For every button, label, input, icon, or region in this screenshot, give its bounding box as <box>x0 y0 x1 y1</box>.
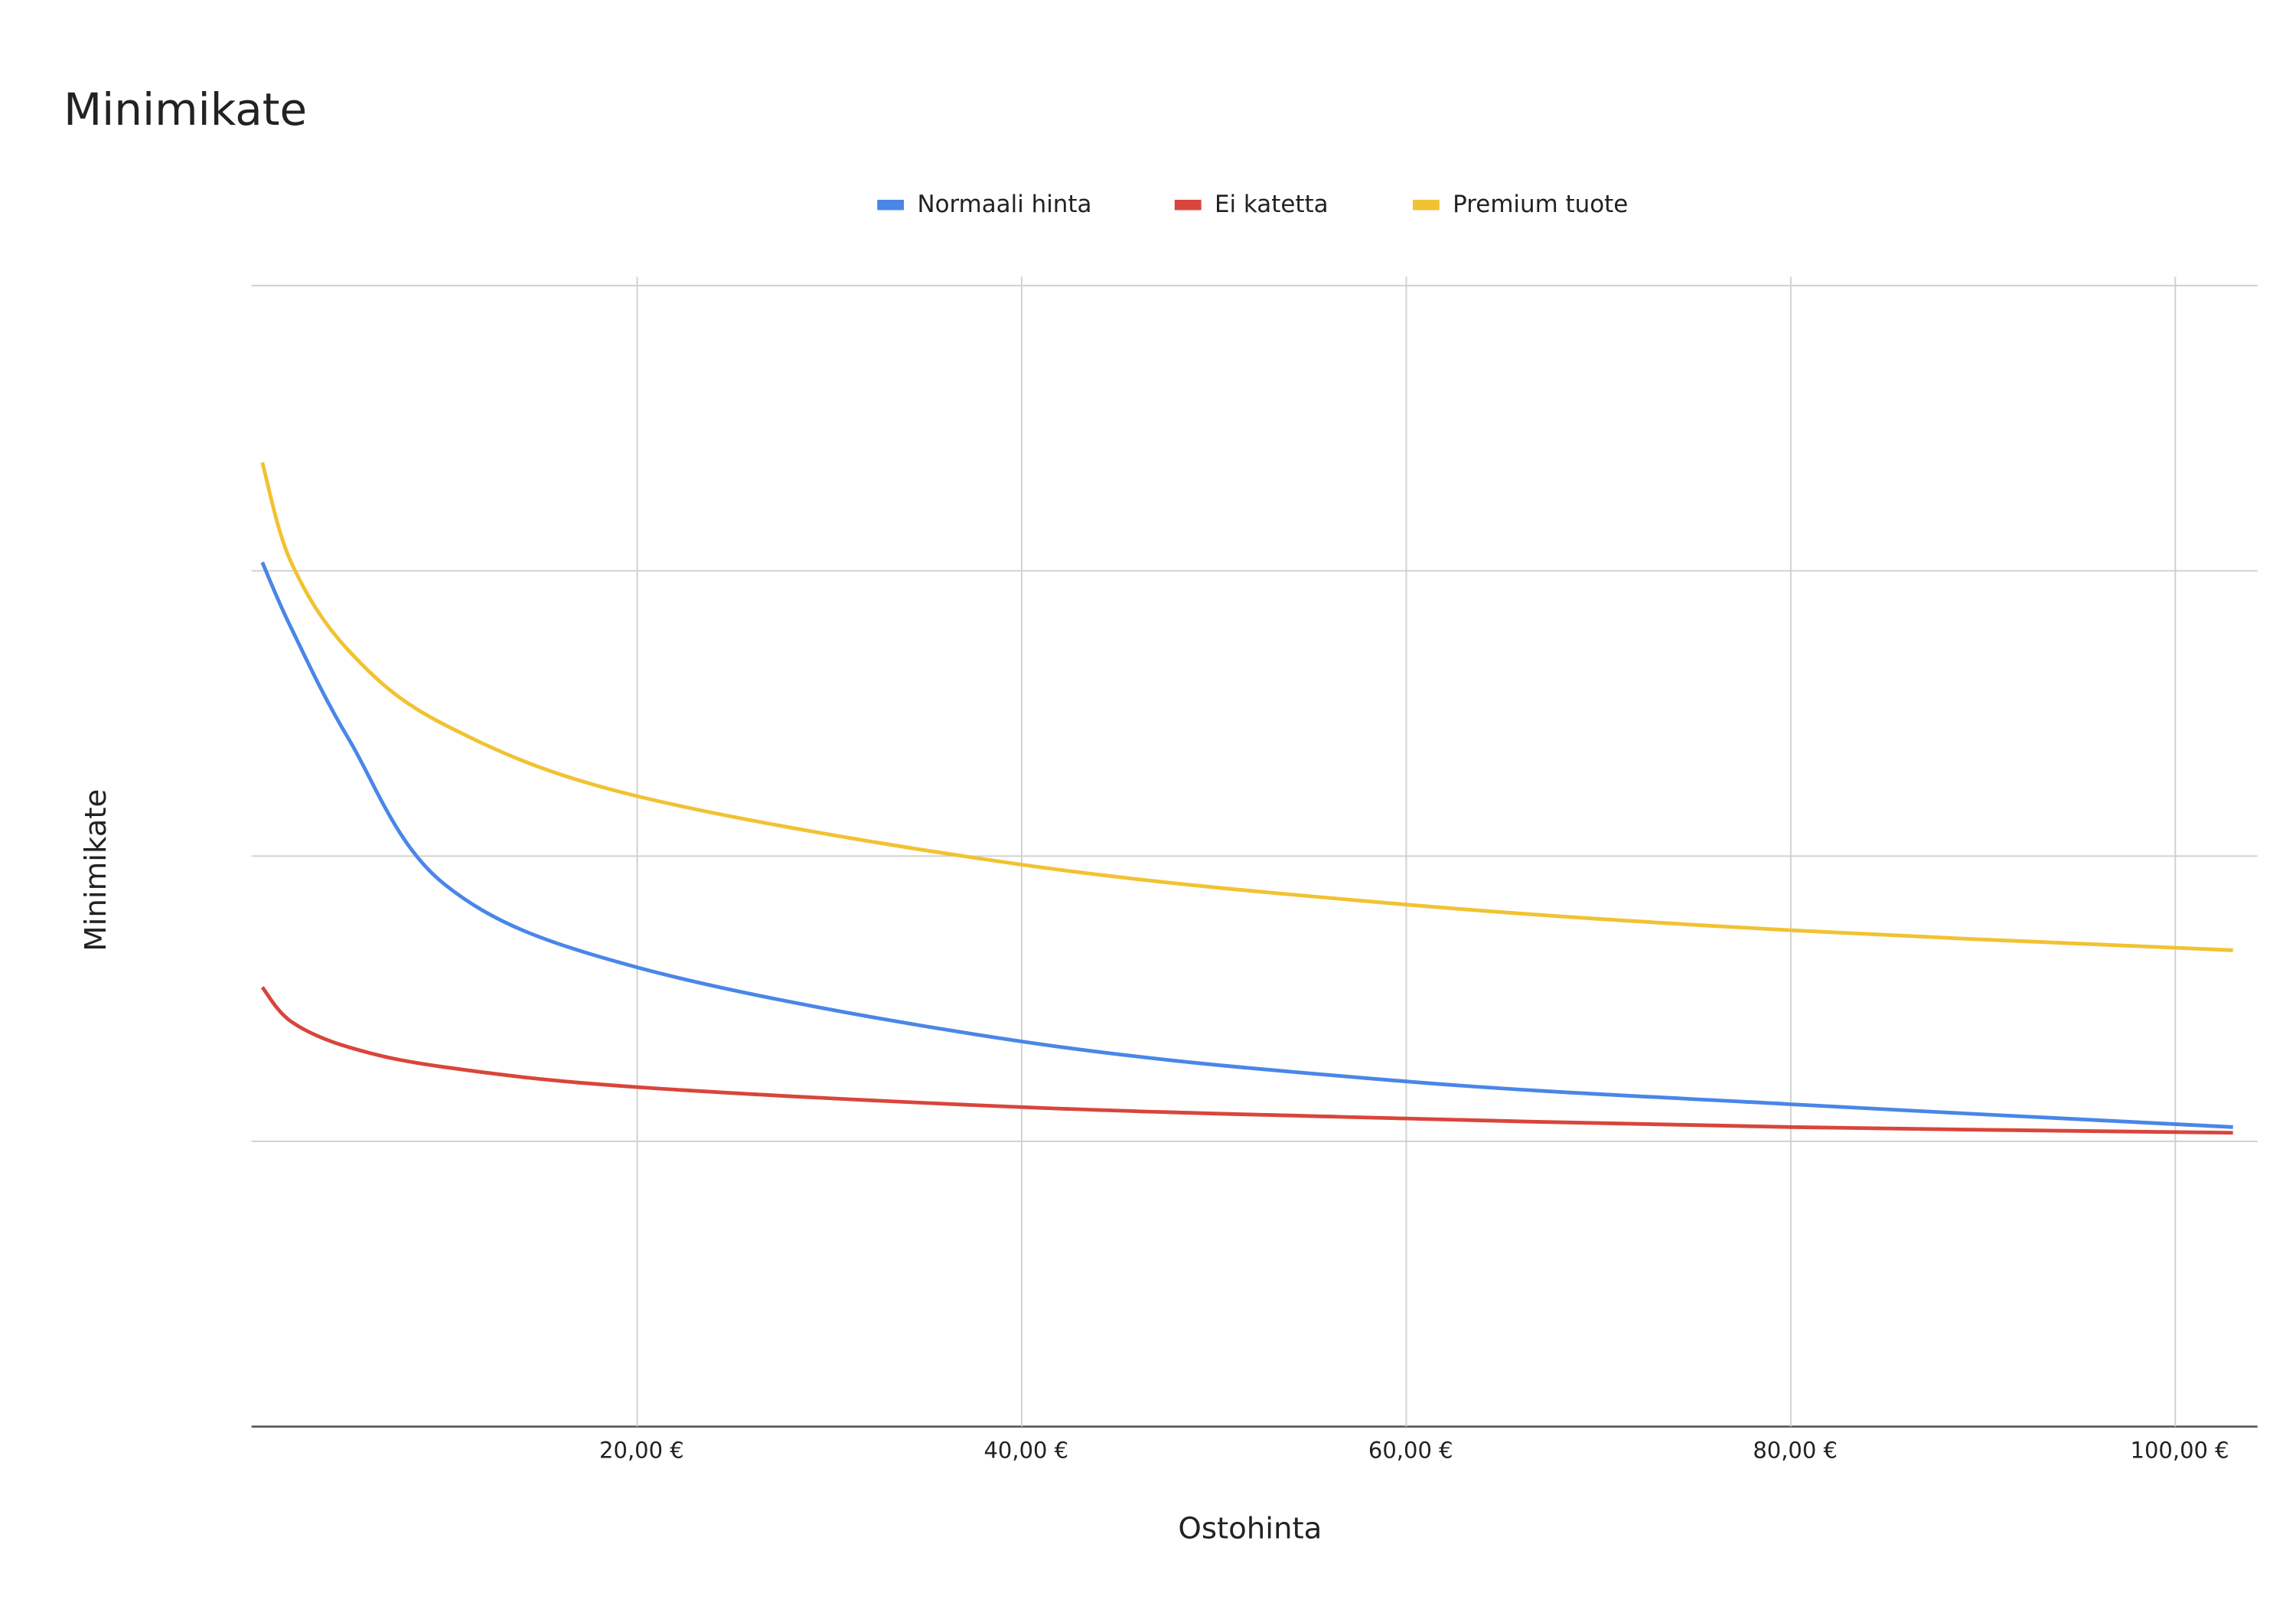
legend-swatch <box>1413 199 1440 211</box>
x-axis-label: Ostohinta <box>1178 1511 1322 1546</box>
x-tick-label: 20,00 € <box>599 1437 684 1463</box>
x-tick-label: 40,00 € <box>983 1437 1068 1463</box>
y-axis-label: Minimikate <box>79 789 113 952</box>
x-tick-label: 100,00 € <box>2131 1437 2229 1463</box>
line-series <box>260 986 2233 1135</box>
chart-title: Minimikate <box>64 83 307 135</box>
line-series <box>260 462 2233 952</box>
legend-label: Normaali hinta <box>917 191 1091 218</box>
x-tick-label: 60,00 € <box>1368 1437 1453 1463</box>
legend-label: Ei katetta <box>1215 191 1329 218</box>
x-tick-label: 80,00 € <box>1753 1437 1838 1463</box>
legend-label: Premium tuote <box>1453 191 1628 218</box>
legend-swatch <box>1174 199 1202 211</box>
legend-swatch <box>877 199 905 211</box>
line-series <box>260 561 2233 1129</box>
